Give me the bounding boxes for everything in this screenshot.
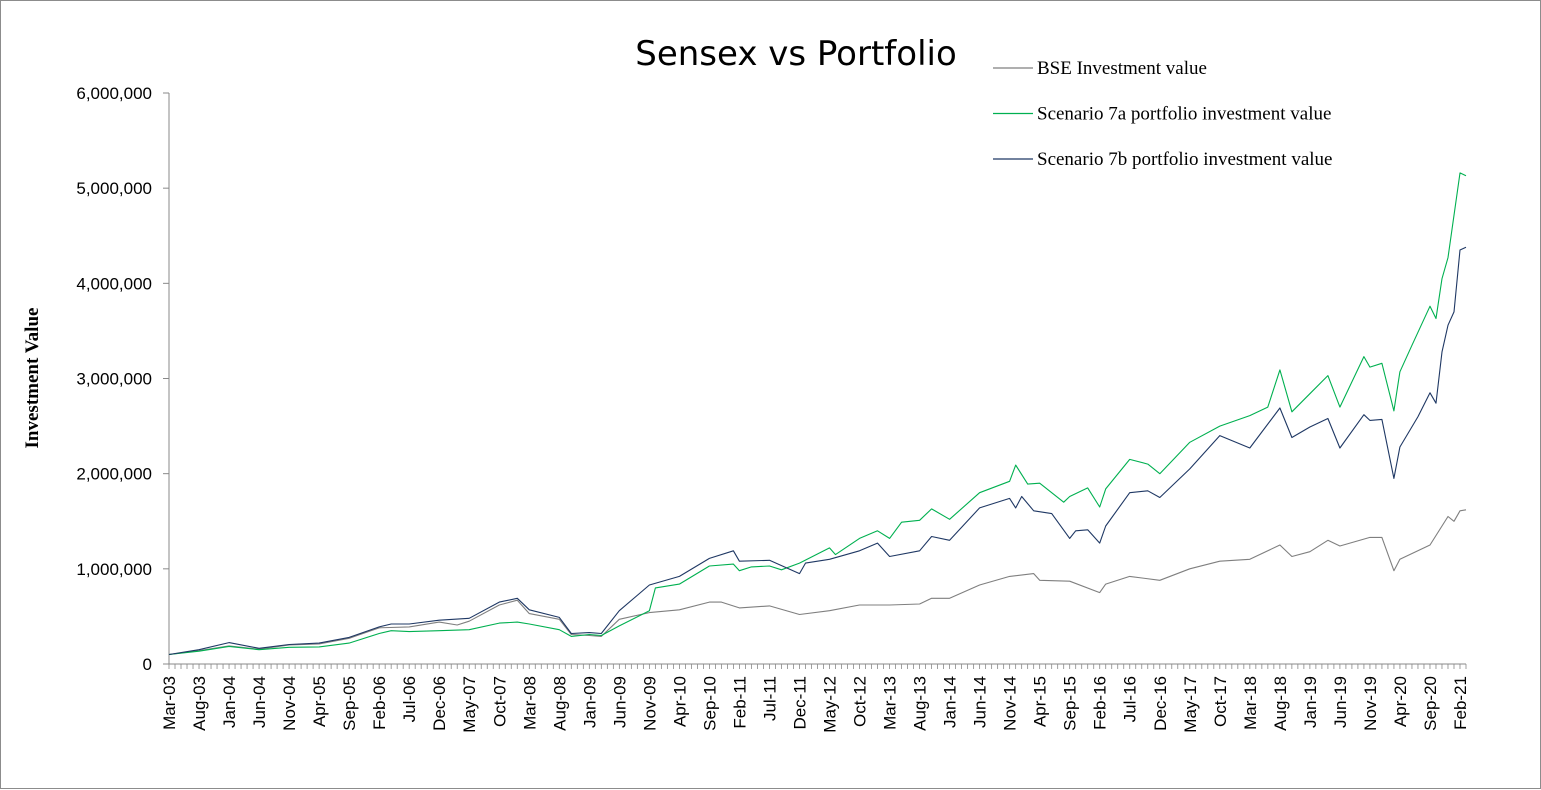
- legend-label-1: BSE Investment value: [1037, 58, 1207, 79]
- x-tick-label: Jan-04: [220, 676, 239, 728]
- x-tick-label: Feb-06: [370, 676, 389, 730]
- x-tick-label: Aug-13: [911, 676, 930, 731]
- x-tick-label: Aug-18: [1271, 676, 1290, 731]
- y-tick-label: 1,000,000: [76, 560, 152, 579]
- x-tick-label: Nov-19: [1361, 676, 1380, 731]
- x-tick-label: May-07: [460, 676, 479, 733]
- x-tick-label: Sep-10: [700, 676, 719, 731]
- x-tick-label: Jun-09: [610, 676, 629, 728]
- x-tick-label: Dec-16: [1151, 676, 1170, 731]
- x-tick-label: Apr-20: [1391, 676, 1410, 727]
- y-tick-label: 6,000,000: [76, 84, 152, 103]
- y-axis-label: Investment Value: [22, 308, 43, 449]
- series-line-1: [168, 509, 1467, 656]
- x-tick-label: Jun-19: [1331, 676, 1350, 728]
- x-tick-label: Mar-13: [881, 676, 900, 730]
- x-tick-label: Jul-11: [760, 676, 779, 721]
- x-tick-label: Feb-21: [1451, 676, 1470, 730]
- legend: BSE Investment value Scenario 7a portfoli…: [993, 58, 1332, 170]
- series-line-2: [168, 172, 1467, 656]
- x-tick-label: Dec-11: [790, 676, 809, 730]
- x-tick-label: Jul-16: [1121, 676, 1140, 722]
- x-tick-label: Jul-06: [400, 676, 419, 722]
- y-tick-label: 4,000,000: [76, 274, 152, 293]
- series-lines: [168, 172, 1467, 656]
- series-line-3: [168, 246, 1467, 656]
- x-tick-label: Oct-17: [1211, 676, 1230, 727]
- x-tick-label: Aug-03: [190, 676, 209, 731]
- x-tick-label: Nov-09: [640, 676, 659, 731]
- x-tick-label: May-17: [1181, 676, 1200, 733]
- x-tick-label: Mar-08: [520, 676, 539, 730]
- y-tick-label: 0: [143, 655, 152, 674]
- x-tick-label: May-12: [821, 676, 840, 733]
- y-tick-label: 5,000,000: [76, 179, 152, 198]
- legend-label-2: Scenario 7a portfolio investment value: [1037, 104, 1331, 125]
- x-tick-label: Jun-04: [250, 676, 269, 728]
- x-tick-label: Nov-04: [280, 676, 299, 731]
- x-tick-label: Jan-09: [580, 676, 599, 728]
- x-tick-label: Jun-14: [971, 676, 990, 728]
- x-tick-label: Aug-08: [550, 676, 569, 731]
- legend-label-3: Scenario 7b portfolio investment value: [1037, 149, 1332, 170]
- x-tick-label: Feb-11: [730, 676, 749, 729]
- x-tick-label: Jan-14: [941, 676, 960, 728]
- chart-title: Sensex vs Portfolio: [635, 34, 957, 74]
- x-tick-label: Oct-07: [490, 676, 509, 727]
- x-tick-label: Jan-19: [1301, 676, 1320, 728]
- x-tick-label: Sep-05: [340, 676, 359, 731]
- x-tick-label: Feb-16: [1091, 676, 1110, 730]
- x-tick-label: Mar-03: [160, 676, 179, 730]
- x-tick-label: Apr-05: [310, 676, 329, 727]
- x-tick-label: Nov-14: [1001, 676, 1020, 731]
- y-tick-label: 2,000,000: [76, 465, 152, 484]
- y-ticks: 0 1,000,000 2,000,000 3,000,000 4,000,000 5,0…: [76, 84, 169, 674]
- x-tick-label: Mar-18: [1241, 676, 1260, 730]
- x-tick-label: Oct-12: [851, 676, 870, 727]
- x-ticks: Mar-03 Aug-03 Jan-04 Jun-04 Nov-04 Apr-05 Sep-…: [160, 664, 1470, 733]
- x-tick-label: Sep-15: [1061, 676, 1080, 731]
- x-tick-label: Dec-06: [430, 676, 449, 731]
- x-tick-label: Sep-20: [1421, 676, 1440, 731]
- x-tick-label: Apr-15: [1031, 676, 1050, 727]
- x-tick-label: Apr-10: [670, 676, 689, 727]
- y-tick-label: 3,000,000: [76, 370, 152, 389]
